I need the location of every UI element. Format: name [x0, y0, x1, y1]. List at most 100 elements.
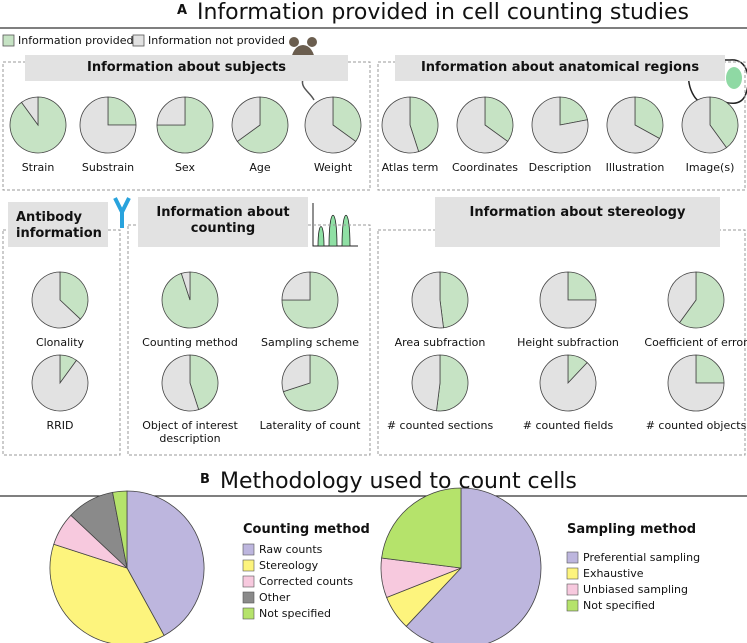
panel-letter: A: [177, 3, 188, 18]
legend-label: Other: [259, 591, 291, 604]
legend-swatch: [242, 607, 255, 620]
pie-slice-not-provided: [606, 96, 661, 154]
pie-slice-provided: [409, 96, 439, 153]
group-box: [377, 61, 746, 191]
pie-slice: [126, 490, 205, 637]
pie-label: # counted fields: [522, 419, 614, 432]
legend-swatch: [242, 559, 255, 572]
pie-label: Counting method: [142, 336, 238, 349]
panel-title: Information provided in cell counting st…: [197, 0, 690, 25]
pie-label: Object of interest description: [142, 419, 238, 445]
group-title: Information about subjects: [86, 60, 287, 75]
group-header: [138, 197, 308, 247]
pie-slice-not-provided: [681, 96, 728, 154]
pie-slice-provided: [332, 96, 362, 143]
histogram-icon: [312, 203, 358, 247]
pie-slice-not-provided: [180, 271, 191, 301]
pie-slice-provided: [189, 354, 219, 411]
pie-slice-not-provided: [304, 96, 357, 154]
legend-label: Not specified: [583, 599, 656, 612]
pie-slice-not-provided: [456, 96, 509, 154]
pie-label: Sex: [174, 161, 196, 174]
legend-label: Information not provided: [148, 34, 285, 47]
pie-slice-not-provided: [381, 96, 420, 154]
pie-slice-not-provided: [667, 271, 697, 324]
pie-slice-not-provided: [161, 354, 200, 412]
pie-label: Weight: [313, 161, 353, 174]
pie-slice-provided: [59, 271, 89, 320]
legend-label: Exhaustive: [583, 567, 644, 580]
legend-swatch: [132, 34, 145, 47]
panel-title: Methodology used to count cells: [220, 469, 577, 494]
legend-label: Information provided: [18, 34, 134, 47]
pie-slice-provided: [436, 354, 469, 412]
pie-slice-provided: [559, 96, 588, 126]
pie-slice-not-provided: [31, 354, 89, 412]
pie-label: Image(s): [685, 161, 735, 174]
pie-label: Description: [528, 161, 592, 174]
pie-slice-not-provided: [31, 271, 81, 329]
pie-slice-not-provided: [20, 96, 39, 127]
pie-label: # counted sections: [386, 419, 494, 432]
pie-label: Area subfraction: [394, 336, 486, 349]
pie-slice: [405, 487, 542, 643]
chart-title: Sampling method: [567, 522, 697, 537]
legend-swatch: [566, 551, 579, 564]
legend-label: Corrected counts: [259, 575, 354, 588]
pie-slice: [49, 543, 165, 643]
pie-slice: [381, 487, 462, 569]
pie-label: Laterality of count: [259, 419, 361, 432]
group-box: [2, 229, 121, 456]
pie-label: # counted objects: [645, 419, 747, 432]
group-header: [25, 55, 348, 81]
pie-label: RRID: [46, 419, 74, 432]
legend-swatch: [566, 567, 579, 580]
pie-slice-provided: [695, 354, 725, 384]
legend-label: Preferential sampling: [583, 551, 701, 564]
legend-swatch: [566, 583, 579, 596]
group-header: [435, 197, 720, 247]
group-header: [395, 55, 725, 81]
pie-label: Age: [249, 161, 271, 174]
legend-label: Unbiased sampling: [583, 583, 689, 596]
pie-slice-not-provided: [531, 96, 589, 154]
pie-slice: [112, 490, 128, 569]
group-title: Information about stereology: [469, 205, 686, 220]
group-box: [377, 229, 746, 456]
pie-slice-not-provided: [79, 96, 137, 154]
group-title: Information about anatomical regions: [420, 60, 700, 75]
pie-slice-provided: [107, 96, 137, 126]
pie-slice-not-provided: [411, 271, 444, 329]
pie-slice-not-provided: [231, 96, 261, 143]
legend-label: Raw counts: [259, 543, 323, 556]
pie-slice-provided: [484, 96, 514, 143]
pie-label: Height subfraction: [517, 336, 619, 349]
legend-label: Stereology: [259, 559, 319, 572]
pie-slice-not-provided: [539, 271, 597, 329]
pie-label: Atlas term: [381, 161, 439, 174]
pie-slice-not-provided: [667, 354, 725, 412]
legend-swatch: [2, 34, 15, 47]
legend-swatch: [242, 543, 255, 556]
pie-label: Strain: [21, 161, 55, 174]
pie-label: Coordinates: [451, 161, 519, 174]
group-header: [8, 202, 108, 247]
pie-slice-provided: [282, 354, 339, 412]
pie-label: Illustration: [605, 161, 665, 174]
legend-swatch: [566, 599, 579, 612]
pie-slice-provided: [634, 96, 664, 140]
pie-label: Coefficient of error: [644, 336, 747, 349]
group-title: Information about counting: [156, 205, 290, 236]
pie-slice-provided: [567, 271, 597, 301]
pie-slice-not-provided: [156, 96, 186, 126]
group-box: [2, 61, 371, 191]
legend-swatch: [242, 575, 255, 588]
panel-letter: B: [200, 472, 210, 487]
chart-title: Counting method: [243, 522, 370, 537]
pie-slice-not-provided: [411, 354, 441, 412]
pie-slice-not-provided: [539, 354, 597, 412]
pie-slice-provided: [439, 271, 469, 329]
pie-label: Clonality: [35, 336, 85, 349]
